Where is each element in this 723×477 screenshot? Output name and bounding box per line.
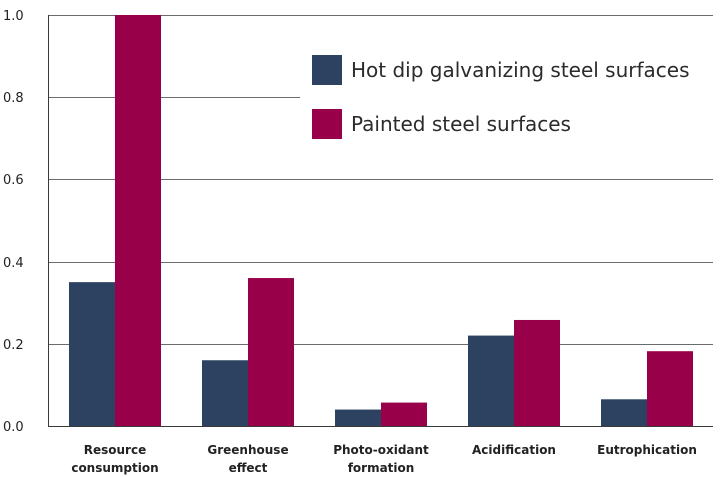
- bar-painted-0: [115, 15, 161, 426]
- y-tick-label: 0.4: [3, 256, 24, 271]
- y-tick-label: 0.8: [3, 91, 24, 106]
- y-tick-label: 0.2: [3, 338, 24, 353]
- x-tick-label: Photo-oxidant: [333, 443, 429, 457]
- x-tick-label: formation: [348, 461, 415, 475]
- x-tick-label: Greenhouse: [207, 443, 288, 457]
- bar-galvanizing-1: [202, 360, 248, 426]
- x-tick-label: Eutrophication: [597, 443, 697, 457]
- x-tick-label: Acidification: [472, 443, 556, 457]
- bar-painted-2: [381, 402, 427, 426]
- bar-galvanizing-0: [69, 282, 115, 426]
- legend-background: [300, 48, 720, 152]
- legend-label: Hot dip galvanizing steel surfaces: [351, 58, 690, 82]
- y-tick-label: 0.6: [3, 173, 24, 188]
- bars: [69, 15, 693, 426]
- bar-painted-1: [248, 278, 294, 426]
- y-axis: 0.0 0.2 0.4 0.6 0.8 1.0: [3, 9, 49, 435]
- bar-galvanizing-4: [601, 399, 647, 426]
- y-tick-label: 0.0: [3, 420, 24, 435]
- legend-label: Painted steel surfaces: [351, 112, 571, 136]
- legend: Hot dip galvanizing steel surfaces Painte…: [300, 48, 720, 152]
- y-tick-label: 1.0: [3, 9, 24, 24]
- bar-painted-4: [647, 351, 693, 426]
- x-tick-label: Resource: [84, 443, 146, 457]
- bar-painted-3: [514, 319, 560, 426]
- legend-swatch: [312, 55, 342, 85]
- legend-swatch: [312, 109, 342, 139]
- x-tick-label: effect: [229, 461, 268, 475]
- bar-galvanizing-2: [335, 409, 381, 426]
- x-axis: Resource consumption Greenhouse effect Photo…: [48, 426, 713, 475]
- x-tick-label: consumption: [71, 461, 158, 475]
- bar-galvanizing-3: [468, 335, 514, 426]
